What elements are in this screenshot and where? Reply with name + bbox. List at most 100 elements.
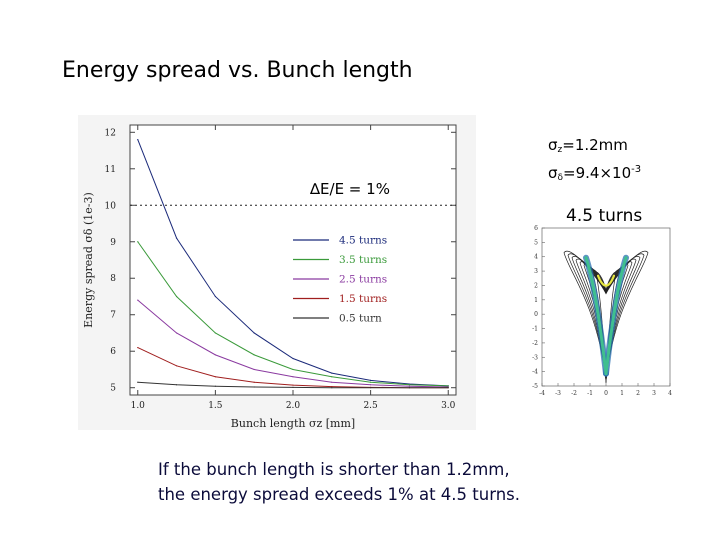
contour-peak — [596, 274, 616, 287]
x-tick-label: 1.0 — [131, 401, 146, 411]
y-tick-label: 10 — [105, 201, 117, 211]
x-tick-label: 2.5 — [363, 401, 378, 411]
data-point — [214, 354, 216, 356]
contour-title: 4.5 turns — [566, 206, 643, 226]
data-point — [408, 385, 411, 387]
data-point — [137, 299, 139, 301]
data-point — [292, 386, 294, 388]
contour-line — [595, 271, 617, 384]
data-point — [331, 376, 333, 378]
contour-x-tick-label: 2 — [636, 390, 640, 397]
contour-core-left — [584, 256, 608, 376]
contour-x-tick-label: -4 — [539, 390, 545, 397]
y-tick-label: 8 — [110, 274, 116, 284]
legend-label: 0.5 turn — [339, 313, 382, 325]
contour-line — [567, 253, 645, 379]
data-point — [175, 384, 178, 386]
data-point — [253, 332, 255, 334]
data-point — [370, 387, 372, 389]
contour-x-tick-label: 3 — [652, 390, 656, 397]
data-point — [292, 357, 294, 360]
data-point — [137, 346, 139, 349]
data-point — [331, 372, 333, 374]
sigma-delta-subscript: δ — [557, 173, 564, 183]
sigma-delta-label: σδ=9.4×10-3 — [548, 164, 641, 183]
data-point — [253, 368, 255, 371]
contour-y-tick-label: 6 — [534, 225, 538, 232]
legend-label: 3.5 turns — [339, 254, 387, 266]
contour-line — [563, 250, 649, 378]
caption-line-1: If the bunch length is shorter than 1.2m… — [158, 460, 510, 479]
contour-x-tick-label: 0 — [604, 390, 608, 397]
data-point — [292, 368, 294, 371]
contour-y-tick-label: 5 — [534, 239, 538, 246]
contour-line — [575, 258, 637, 380]
y-tick-label: 9 — [110, 238, 116, 248]
caption-line-2: the energy spread exceeds 1% at 4.5 turn… — [158, 485, 521, 504]
data-point — [447, 385, 449, 387]
contour-y-tick-label: -1 — [532, 326, 538, 333]
contour-core-right — [604, 256, 628, 376]
energy-threshold-label: ∆E/E = 1% — [310, 180, 390, 198]
sigma-delta-value: =9.4×10 — [563, 164, 632, 182]
data-point — [137, 381, 139, 383]
y-tick-label: 5 — [110, 384, 116, 394]
data-point — [175, 295, 178, 298]
sigma-z-label: σz=1.2mm — [548, 136, 628, 155]
x-tick-label: 1.5 — [208, 401, 223, 411]
data-point — [175, 237, 178, 239]
contour-x-tick-label: -2 — [571, 390, 577, 397]
contour-y-tick-label: -5 — [532, 383, 538, 390]
legend-label: 2.5 turns — [339, 274, 387, 286]
sigma-delta-symbol: σ — [548, 164, 558, 182]
contour-y-tick-label: 3 — [534, 268, 538, 275]
energy-spread-chart: 1.0 1.5 2.0 2.5 3.0 5 6 7 8 9 10 11 12 4.5 turns 3.5 t… — [78, 115, 476, 430]
contour-x-tick-label: -1 — [587, 390, 593, 397]
contour-line — [571, 256, 641, 380]
data-point — [214, 376, 216, 378]
x-tick-label: 3.0 — [441, 401, 456, 411]
data-point — [253, 354, 255, 356]
contour-y-tick-label: 1 — [534, 297, 538, 304]
data-point — [175, 332, 178, 334]
data-point — [292, 376, 294, 378]
y-axis-label: Energy spread σδ (1e-3) — [82, 192, 95, 328]
y-tick-label: 6 — [110, 347, 116, 357]
x-tick-label: 2.0 — [286, 401, 301, 411]
data-point — [370, 381, 372, 383]
sigma-delta-exponent: -3 — [631, 164, 642, 175]
data-point — [292, 384, 294, 386]
data-point — [175, 365, 178, 367]
contour-y-tick-label: -4 — [532, 369, 538, 376]
data-point — [214, 295, 216, 298]
sigma-z-subscript: z — [557, 145, 563, 155]
y-tick-label: 12 — [105, 128, 116, 138]
data-point — [408, 387, 411, 389]
contour-y-tick-label: 4 — [534, 254, 538, 261]
contour-x-tick-label: 1 — [620, 390, 624, 397]
sigma-z-value: =1.2mm — [562, 136, 628, 154]
contour-y-tick-label: -2 — [532, 340, 538, 347]
contour-x-tick-label: -3 — [555, 390, 561, 397]
data-point — [253, 386, 255, 388]
data-point — [214, 385, 216, 387]
caption: If the bunch length is shorter than 1.2m… — [158, 457, 520, 507]
data-point — [214, 332, 216, 334]
sigma-z-symbol: σ — [548, 136, 558, 154]
data-point — [331, 387, 333, 389]
data-point — [370, 379, 372, 382]
contour-y-tick-label: 2 — [534, 282, 538, 289]
data-point — [331, 381, 333, 383]
data-point — [408, 384, 411, 386]
legend-label: 1.5 turns — [339, 293, 387, 305]
contour-y-tick-label: 0 — [534, 311, 538, 318]
y-tick-label: 7 — [110, 311, 116, 321]
data-point — [331, 386, 333, 388]
data-point — [447, 387, 449, 389]
contour-x-tick-label: 4 — [668, 390, 672, 397]
legend-label: 4.5 turns — [339, 235, 387, 247]
data-point — [253, 381, 255, 383]
x-axis-label: Bunch length σz [mm] — [231, 417, 355, 430]
contour-y-tick-label: -3 — [532, 354, 538, 361]
